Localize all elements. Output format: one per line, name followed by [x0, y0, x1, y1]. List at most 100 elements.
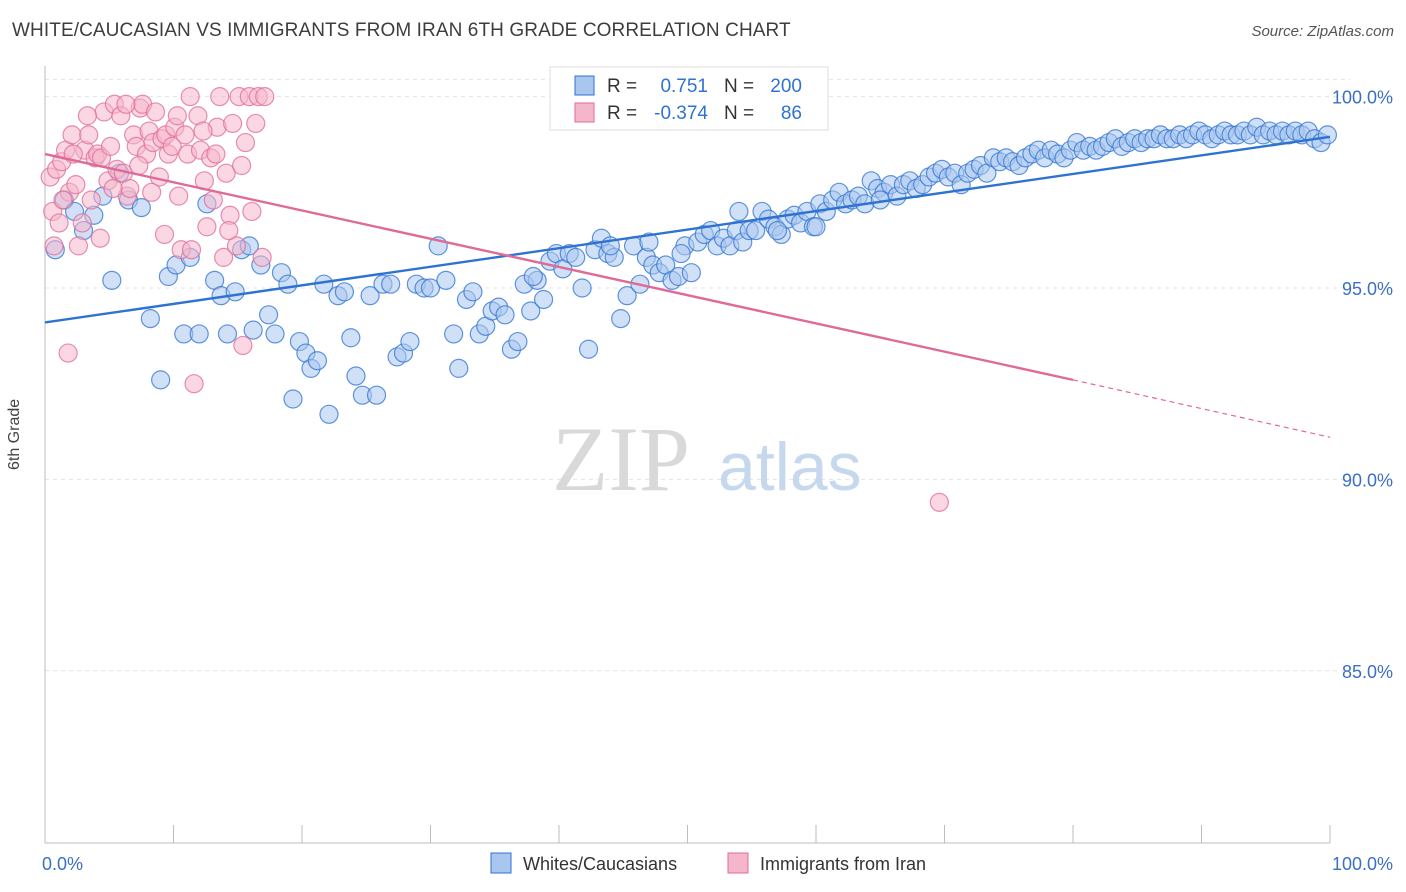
legend-swatch-pink: [574, 102, 595, 123]
point-iran: [129, 155, 149, 176]
point-iran: [58, 343, 78, 363]
point-iran: [169, 186, 189, 206]
watermark-atlas: atlas: [718, 429, 862, 505]
point-whites: [578, 339, 599, 359]
point-whites: [258, 305, 279, 325]
point-iran: [181, 240, 202, 260]
point-iran: [62, 125, 82, 145]
point-iran: [233, 335, 253, 356]
point-whites: [278, 274, 298, 294]
point-whites: [381, 274, 401, 294]
point-iran: [255, 87, 275, 107]
point-iran: [167, 106, 187, 126]
point-iran: [162, 136, 182, 156]
point-iran: [206, 144, 226, 164]
point-iran: [72, 213, 92, 233]
point-whites: [420, 278, 441, 298]
point-iran: [216, 163, 236, 183]
point-whites: [523, 266, 543, 287]
point-iran: [145, 102, 166, 122]
point-iran: [49, 213, 69, 233]
point-iran: [184, 374, 204, 394]
legend-label-iran: Immigrants from Iran: [760, 854, 926, 874]
point-whites: [767, 220, 788, 241]
legend-swatch-blue: [574, 75, 595, 96]
legend-n-value-2: 86: [781, 103, 802, 124]
point-iran: [252, 247, 272, 267]
point-whites: [346, 366, 366, 386]
point-whites: [521, 301, 541, 321]
y-tick-label: 95.0%: [1342, 279, 1393, 299]
point-whites: [444, 324, 464, 344]
x-tick-label-max: 100.0%: [1332, 854, 1393, 874]
legend-r-value-1: 0.751: [660, 76, 708, 97]
point-iran: [214, 247, 234, 267]
legend-r-label-1: R =: [607, 76, 637, 97]
trend-line-whites: [44, 135, 1331, 324]
point-whites: [495, 305, 515, 325]
axes: [44, 66, 1331, 844]
legend-n-value-1: 200: [770, 76, 802, 97]
watermark-zip: ZIP: [552, 408, 690, 510]
point-whites: [746, 220, 766, 241]
point-iran: [77, 106, 98, 126]
series-legend: Whites/Caucasians Immigrants from Iran: [490, 852, 926, 874]
point-iran: [66, 175, 86, 195]
stats-legend: R = 0.751 N = 200 R = -0.374 N = 86: [549, 66, 829, 131]
point-whites: [131, 198, 151, 218]
trend-line-iran-extension: [1072, 379, 1331, 438]
trend-line-iran: [44, 152, 1074, 382]
point-iran: [180, 87, 200, 107]
point-whites: [151, 370, 171, 390]
point-whites: [307, 351, 328, 371]
source-label: Source: ZipAtlas.com: [1251, 23, 1394, 40]
point-whites: [1317, 125, 1338, 145]
legend-label-whites: Whites/Caucasians: [523, 854, 677, 874]
legend-swatch-iran: [727, 852, 749, 874]
point-whites: [681, 263, 701, 283]
point-whites: [617, 286, 637, 306]
point-whites: [611, 309, 631, 329]
point-whites: [265, 324, 285, 344]
point-iran: [929, 492, 949, 512]
point-iran: [226, 236, 247, 256]
point-iran: [232, 155, 252, 176]
point-iran: [120, 178, 140, 199]
point-whites: [217, 324, 238, 344]
point-iran: [103, 178, 123, 199]
trend-lines: [44, 135, 1331, 438]
point-whites: [566, 247, 586, 267]
point-iran: [90, 228, 110, 248]
y-tick-label: 85.0%: [1342, 662, 1393, 682]
legend-r-label-2: R =: [607, 103, 637, 124]
y-tick-label: 100.0%: [1332, 88, 1393, 108]
point-whites: [341, 328, 361, 348]
tick-labels: 85.0% 90.0% 95.0% 100.0% 0.0% 100.0%: [42, 88, 1393, 874]
point-whites: [533, 289, 554, 310]
chart-title: WHITE/CAUCASIAN VS IMMIGRANTS FROM IRAN …: [12, 20, 791, 41]
x-tick-label-min: 0.0%: [42, 854, 83, 874]
point-iran: [175, 125, 195, 145]
data-points: [40, 87, 1338, 512]
point-whites: [806, 217, 826, 237]
point-iran: [154, 224, 175, 245]
point-whites: [189, 324, 209, 344]
point-whites: [639, 232, 659, 252]
point-iran: [197, 217, 217, 237]
point-whites: [508, 331, 528, 352]
point-whites: [334, 282, 355, 302]
point-whites: [360, 286, 380, 306]
point-iran: [193, 121, 213, 141]
legend-r-value-2: -0.374: [654, 103, 708, 124]
point-whites: [729, 201, 749, 222]
point-iran: [44, 236, 64, 256]
point-whites: [449, 358, 469, 378]
point-iran: [242, 201, 262, 222]
point-whites: [400, 331, 420, 352]
point-whites: [572, 278, 592, 298]
point-iran: [142, 182, 162, 202]
point-iran: [79, 125, 99, 145]
point-whites: [140, 309, 160, 329]
point-iran: [81, 190, 101, 210]
